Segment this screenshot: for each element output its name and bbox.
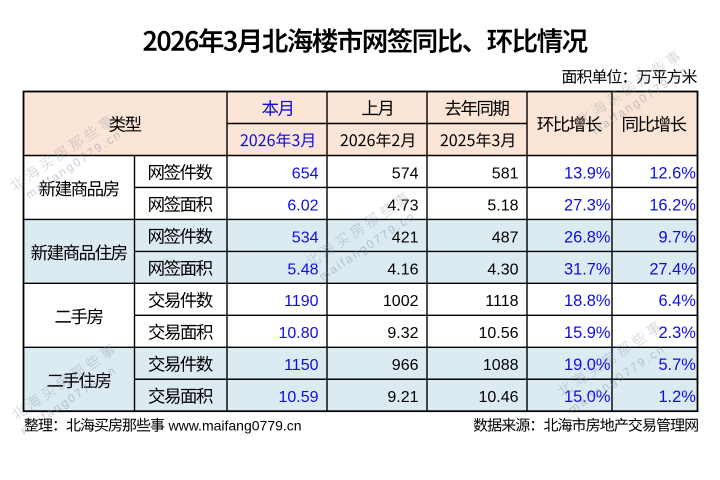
- svg-text:5.7%: 5.7%: [658, 356, 695, 374]
- svg-text:12.6%: 12.6%: [649, 164, 695, 182]
- svg-text:26.8%: 26.8%: [564, 228, 610, 246]
- svg-text:9.7%: 9.7%: [658, 228, 695, 246]
- svg-text:6.4%: 6.4%: [658, 292, 695, 310]
- svg-text:5.48: 5.48: [287, 261, 318, 278]
- svg-text:1150: 1150: [284, 357, 319, 374]
- svg-text:10.80: 10.80: [278, 325, 318, 342]
- svg-text:13.9%: 13.9%: [564, 164, 610, 182]
- svg-text:487: 487: [492, 229, 519, 246]
- svg-text:654: 654: [292, 165, 319, 182]
- svg-text:9.32: 9.32: [387, 325, 418, 342]
- svg-text:1.2%: 1.2%: [658, 388, 695, 406]
- svg-text:31.7%: 31.7%: [564, 260, 610, 278]
- svg-text:10.56: 10.56: [478, 325, 518, 342]
- svg-text:581: 581: [492, 165, 519, 182]
- svg-text:1002: 1002: [383, 293, 419, 310]
- svg-text:534: 534: [292, 229, 319, 246]
- svg-text:19.0%: 19.0%: [564, 356, 610, 374]
- svg-text:4.30: 4.30: [487, 261, 518, 278]
- svg-text:4.73: 4.73: [387, 197, 418, 214]
- svg-text:16.2%: 16.2%: [649, 196, 695, 214]
- svg-text:4.16: 4.16: [387, 261, 418, 278]
- svg-text:966: 966: [392, 357, 419, 374]
- svg-text:1118: 1118: [485, 293, 518, 310]
- svg-text:421: 421: [392, 229, 419, 246]
- svg-text:5.18: 5.18: [487, 197, 518, 214]
- svg-text:9.21: 9.21: [387, 389, 418, 406]
- svg-text:27.4%: 27.4%: [649, 260, 695, 278]
- svg-text:10.59: 10.59: [278, 389, 318, 406]
- svg-text:10.46: 10.46: [478, 389, 518, 406]
- svg-text:15.0%: 15.0%: [564, 388, 610, 406]
- svg-text:18.8%: 18.8%: [564, 292, 610, 310]
- svg-text:1190: 1190: [284, 293, 319, 310]
- svg-text:6.02: 6.02: [287, 197, 318, 214]
- svg-text:15.9%: 15.9%: [564, 324, 610, 342]
- svg-text:www.maifang0779.cn: www.maifang0779.cn: [168, 418, 302, 434]
- svg-text:574: 574: [392, 165, 419, 182]
- svg-text:27.3%: 27.3%: [564, 196, 610, 214]
- svg-text:1088: 1088: [483, 357, 519, 374]
- svg-text:2.3%: 2.3%: [658, 324, 695, 342]
